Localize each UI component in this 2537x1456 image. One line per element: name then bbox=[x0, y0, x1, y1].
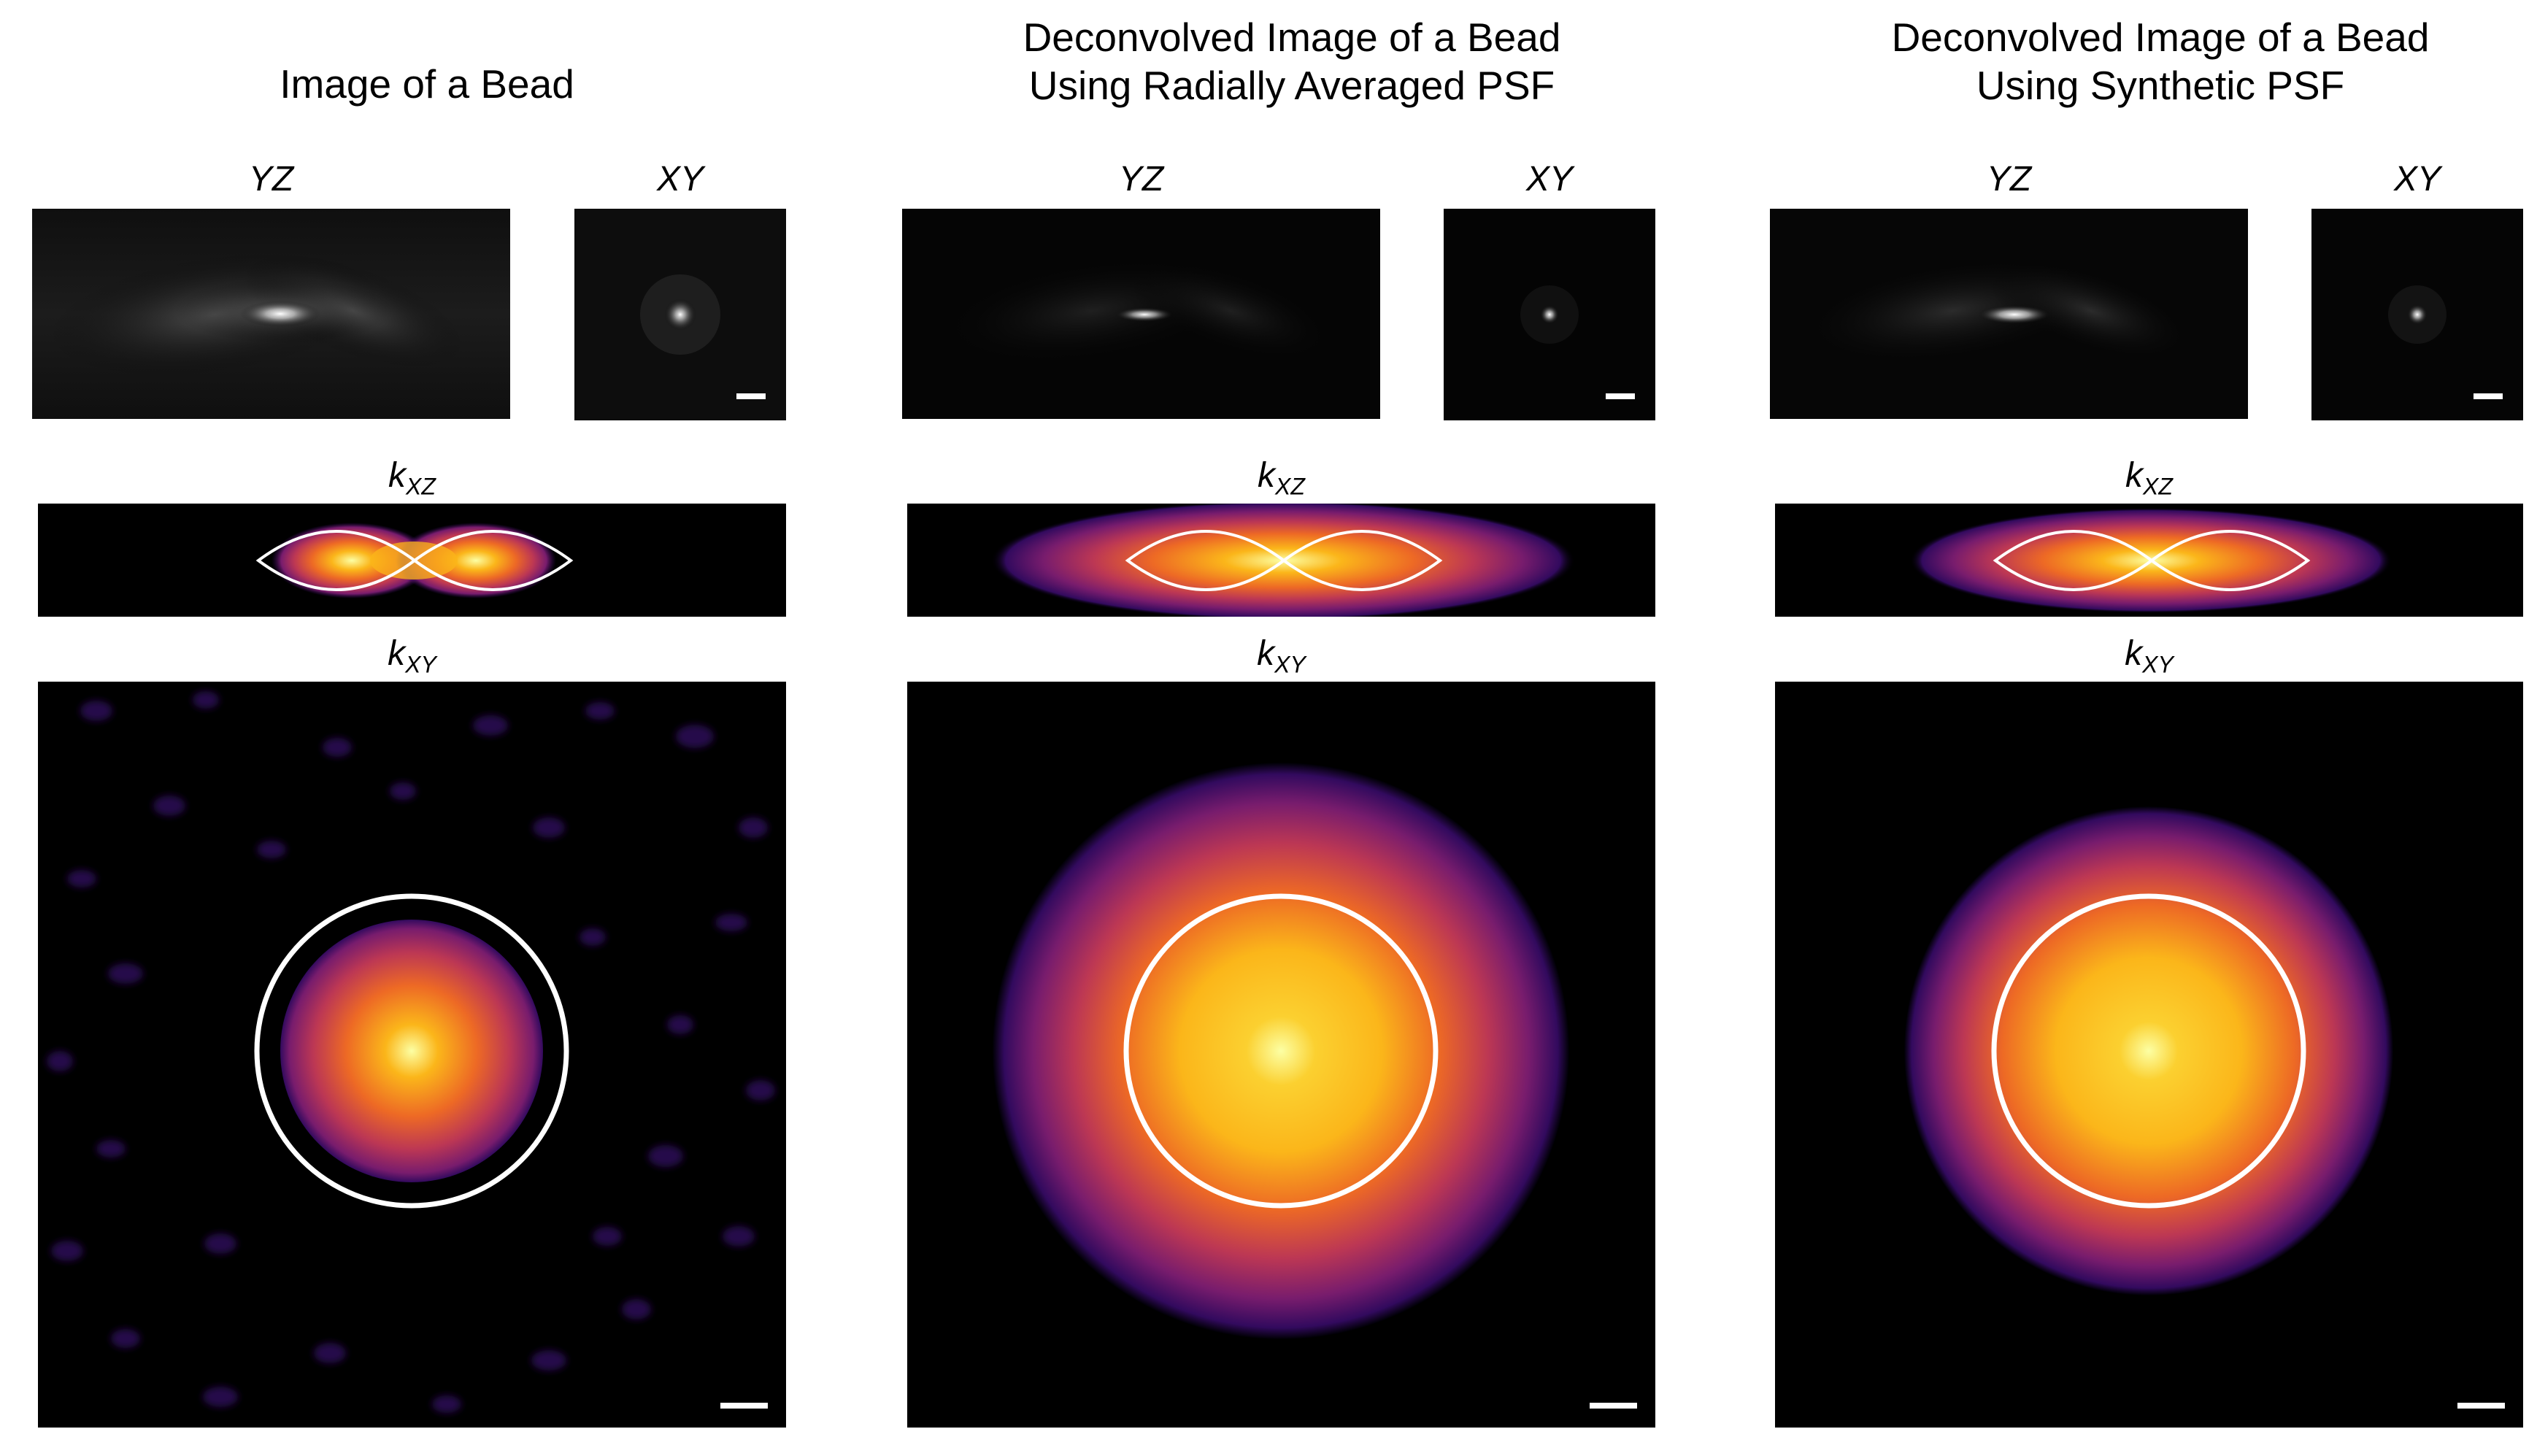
yz-panel bbox=[32, 209, 510, 419]
yz-label: YZ bbox=[248, 160, 294, 199]
xy-label: XY bbox=[1525, 160, 1574, 199]
scale-bar bbox=[720, 1403, 768, 1409]
column-title: Deconvolved Image of a Bead Using Synthe… bbox=[1891, 15, 2430, 108]
kxy-label: kXY bbox=[2125, 634, 2174, 678]
yz-label: YZ bbox=[1986, 160, 2032, 199]
scale-bar bbox=[1606, 393, 1635, 399]
yz-label: YZ bbox=[1118, 160, 1164, 199]
yz-panel bbox=[902, 209, 1380, 419]
scale-bar bbox=[736, 393, 766, 399]
scale-bar bbox=[2474, 393, 2503, 399]
yz-panel bbox=[1770, 209, 2248, 419]
xy-panel bbox=[574, 209, 786, 420]
kxz-label: kXZ bbox=[2125, 456, 2173, 500]
xy-label: XY bbox=[2393, 160, 2441, 199]
kxy-label: kXY bbox=[1257, 634, 1306, 678]
scale-bar bbox=[2457, 1403, 2505, 1409]
kxz-label: kXZ bbox=[388, 456, 436, 500]
xy-label: XY bbox=[656, 160, 704, 199]
kxz-label: kXZ bbox=[1258, 456, 1305, 500]
kxy-panel bbox=[38, 682, 786, 1428]
scale-bar bbox=[1590, 1403, 1637, 1409]
kxy-panel bbox=[907, 682, 1655, 1428]
kxy-panel bbox=[1775, 682, 2523, 1428]
kxy-label: kXY bbox=[388, 634, 436, 678]
kxz-panel bbox=[907, 504, 1655, 617]
kxz-panel bbox=[38, 504, 786, 617]
xy-panel bbox=[1444, 209, 1655, 420]
xy-panel bbox=[2311, 209, 2523, 420]
kxz-panel bbox=[1775, 504, 2523, 617]
column-title: Deconvolved Image of a Bead Using Radial… bbox=[1023, 15, 1561, 108]
column-title: Image of a Bead bbox=[280, 61, 574, 107]
